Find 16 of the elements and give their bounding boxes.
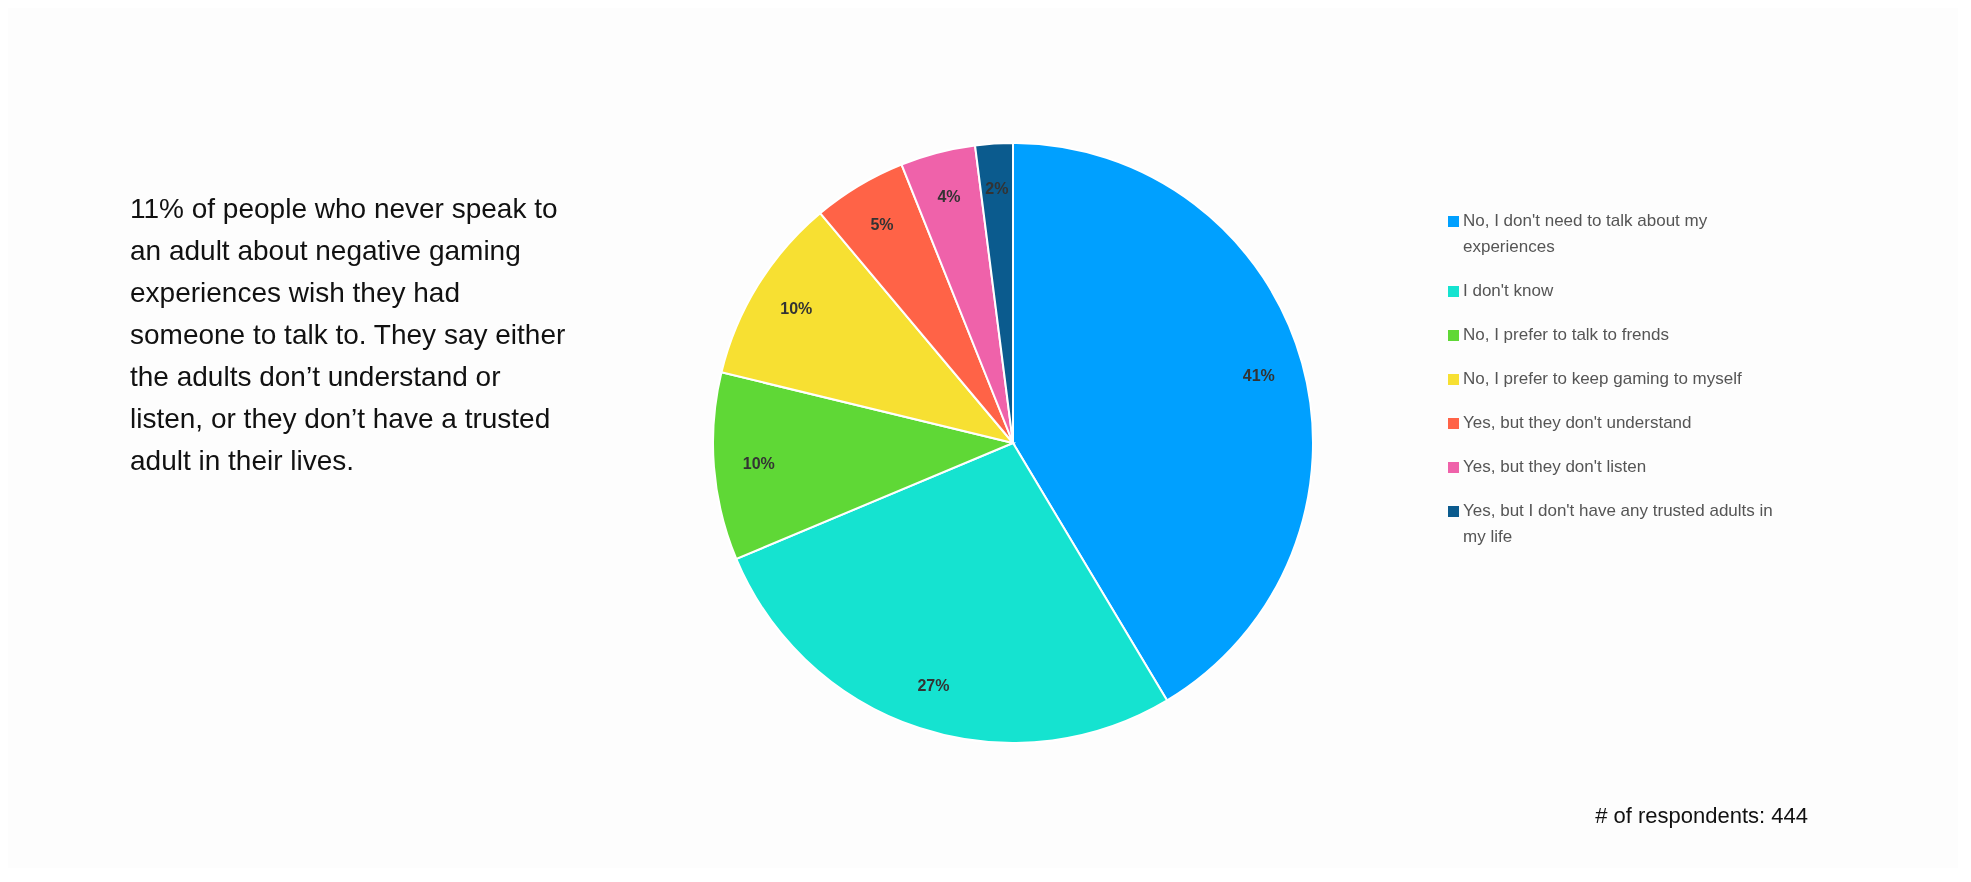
- text: # of respondents: 444: [1595, 803, 1808, 829]
- legend-label: I don't know: [1463, 280, 1555, 302]
- data-label: 27%: [917, 676, 950, 694]
- text: 11% of people who never speak to an adult about negative gaming experiences wish they had someone to talk to. They say either the adults don’t understand or listen, or they don’t have a trusted adult in their lives.: [130, 192, 567, 478]
- data-label: 4%: [937, 187, 961, 205]
- legend-label: Yes, but I don't have any trusted adults in my life: [1463, 500, 1774, 548]
- legend-label: Yes, but they don't understand: [1463, 412, 1693, 434]
- data-label: 2%: [985, 180, 1009, 198]
- data-label: 10%: [742, 454, 775, 472]
- legend-label: No, I prefer to talk to frends: [1463, 324, 1670, 346]
- legend-label: No, I prefer to keep gaming to myself: [1463, 368, 1743, 390]
- data-label: 10%: [780, 300, 813, 318]
- data-label: 41%: [1242, 366, 1275, 384]
- legend-label: Yes, but they don't listen: [1463, 456, 1648, 478]
- data-label: 5%: [870, 215, 894, 233]
- legend-label: No, I don't need to talk about my experiences: [1463, 210, 1709, 258]
